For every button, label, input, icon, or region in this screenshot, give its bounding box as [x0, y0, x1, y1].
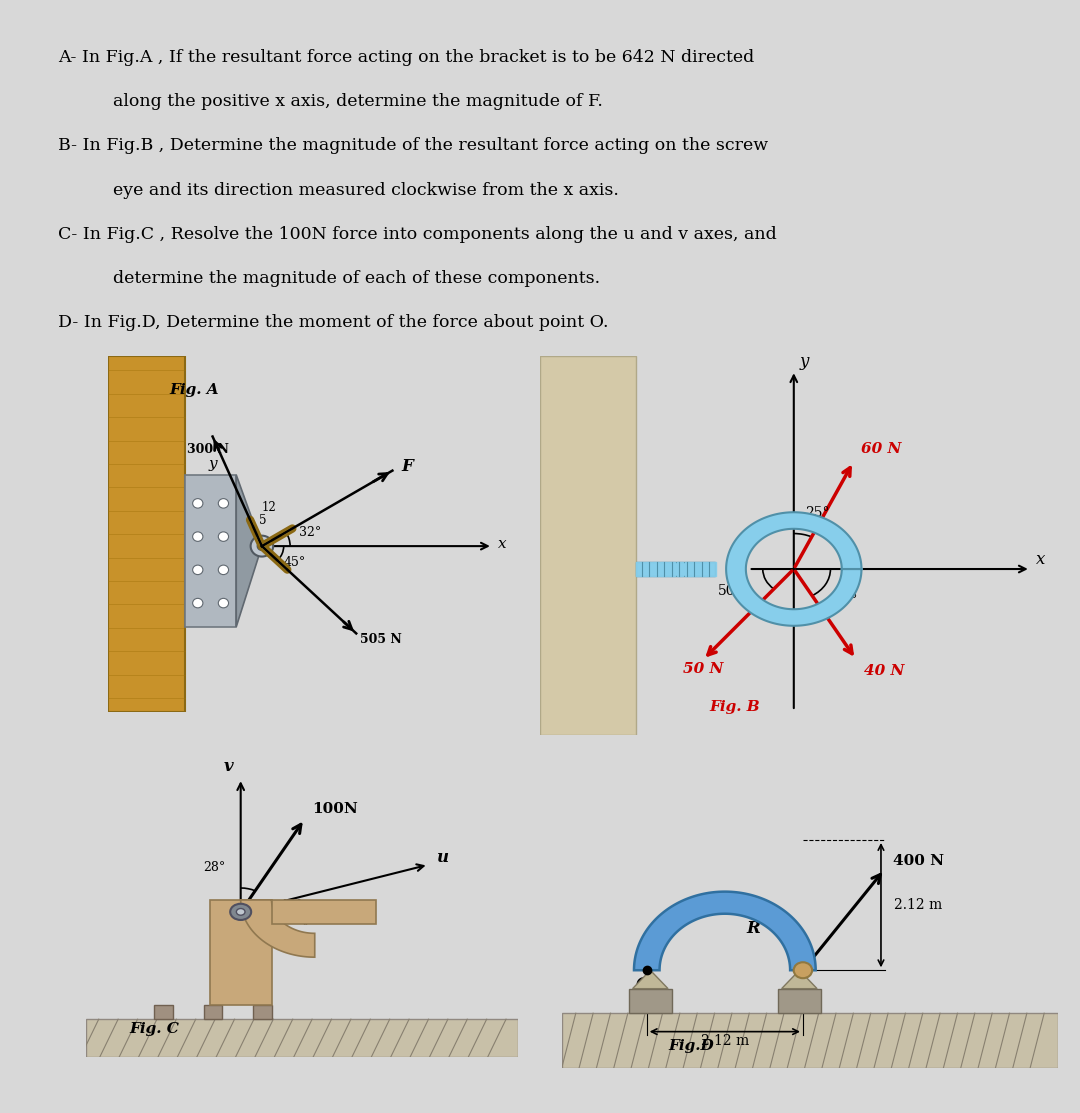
Text: O: O	[636, 976, 650, 993]
Text: 18°: 18°	[281, 899, 303, 913]
Text: 300 N: 300 N	[187, 443, 228, 456]
Circle shape	[230, 904, 252, 920]
Polygon shape	[237, 475, 261, 627]
Circle shape	[218, 565, 229, 574]
Text: D- In Fig.D, Determine the moment of the force about point O.: D- In Fig.D, Determine the moment of the…	[58, 314, 609, 331]
Text: along the positive x axis, determine the magnitude of F.: along the positive x axis, determine the…	[112, 93, 603, 110]
Text: x: x	[498, 536, 507, 551]
Text: 100N: 100N	[312, 801, 357, 816]
Text: 400 N: 400 N	[893, 854, 944, 868]
Polygon shape	[86, 1020, 518, 1057]
Circle shape	[237, 908, 245, 915]
Text: y: y	[799, 353, 809, 370]
Text: 5: 5	[259, 514, 267, 528]
Polygon shape	[778, 988, 821, 1013]
Text: x: x	[1037, 551, 1045, 569]
Polygon shape	[154, 1005, 173, 1020]
Text: 60°: 60°	[834, 593, 858, 608]
Text: y: y	[210, 456, 218, 471]
Text: 25°: 25°	[805, 506, 829, 520]
Polygon shape	[562, 1013, 1058, 1068]
Polygon shape	[185, 475, 237, 627]
Polygon shape	[108, 356, 185, 712]
Text: 40 N: 40 N	[864, 664, 905, 678]
Text: u: u	[437, 849, 449, 867]
Circle shape	[218, 532, 229, 541]
Text: 50°: 50°	[717, 584, 742, 598]
Polygon shape	[636, 562, 715, 575]
Circle shape	[794, 963, 812, 978]
Text: F: F	[402, 457, 414, 474]
Polygon shape	[540, 356, 636, 735]
Text: 28°: 28°	[204, 861, 226, 875]
Text: v: v	[224, 758, 233, 775]
Text: 505 N: 505 N	[361, 633, 402, 646]
Circle shape	[192, 599, 203, 608]
Text: 45°: 45°	[283, 556, 306, 569]
Circle shape	[192, 532, 203, 541]
Polygon shape	[633, 971, 669, 988]
Text: Fig. A: Fig. A	[170, 383, 219, 397]
Text: 2.12 m: 2.12 m	[894, 898, 942, 913]
Text: 60 N: 60 N	[862, 442, 902, 456]
Text: R: R	[746, 920, 760, 937]
Text: 50 N: 50 N	[683, 662, 724, 676]
Polygon shape	[782, 971, 818, 988]
Circle shape	[192, 499, 203, 509]
Circle shape	[257, 542, 267, 551]
Text: A- In Fig.A , If the resultant force acting on the bracket is to be 642 N direct: A- In Fig.A , If the resultant force act…	[58, 49, 754, 66]
Circle shape	[218, 599, 229, 608]
Text: C- In Fig.C , Resolve the 100N force into components along the u and v axes, and: C- In Fig.C , Resolve the 100N force int…	[58, 226, 777, 243]
Text: Fig. C: Fig. C	[130, 1023, 179, 1036]
Polygon shape	[634, 892, 815, 971]
Text: eye and its direction measured clockwise from the x axis.: eye and its direction measured clockwise…	[112, 181, 619, 198]
Text: o: o	[302, 919, 308, 927]
Text: 12: 12	[262, 502, 276, 514]
Polygon shape	[271, 900, 377, 924]
Text: 2.12 m: 2.12 m	[701, 1034, 748, 1048]
Polygon shape	[210, 900, 271, 1005]
Circle shape	[251, 535, 273, 556]
Polygon shape	[629, 988, 672, 1013]
Polygon shape	[726, 512, 862, 626]
Text: Fig. B: Fig. B	[710, 700, 760, 713]
Text: B- In Fig.B , Determine the magnitude of the resultant force acting on the screw: B- In Fig.B , Determine the magnitude of…	[58, 138, 768, 155]
Text: determine the magnitude of each of these components.: determine the magnitude of each of these…	[112, 270, 599, 287]
Polygon shape	[241, 900, 314, 957]
Polygon shape	[204, 1005, 222, 1020]
Text: 32°: 32°	[299, 525, 321, 539]
Text: Fig.D: Fig.D	[669, 1040, 714, 1053]
Circle shape	[218, 499, 229, 509]
Circle shape	[192, 565, 203, 574]
Polygon shape	[253, 1005, 271, 1020]
